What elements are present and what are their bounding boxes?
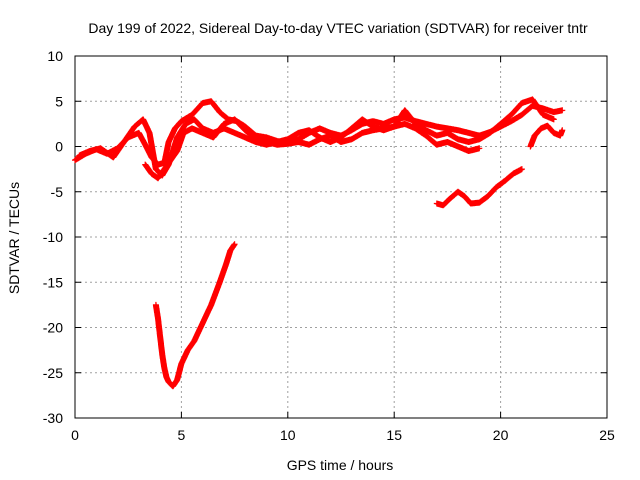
y-tick-label: 5: [55, 93, 63, 109]
series-late-segment-right: [527, 122, 566, 150]
y-tick-label: 10: [47, 48, 63, 64]
y-tick-label: -25: [43, 365, 63, 381]
y-tick-label: 0: [55, 139, 63, 155]
data-series: [72, 96, 566, 390]
x-tick-label: 0: [71, 427, 79, 443]
series-markers: [527, 122, 566, 150]
y-axis-label: SDTVAR / TECUs: [6, 182, 22, 294]
series-negative-dip: [152, 241, 238, 390]
y-tick-label: -15: [43, 274, 63, 290]
y-tick-label: -20: [43, 320, 63, 336]
x-tick-label: 10: [280, 427, 296, 443]
x-tick-label: 20: [493, 427, 509, 443]
chart-title: Day 199 of 2022, Sidereal Day-to-day VTE…: [88, 20, 588, 36]
series-late-segment-low: [433, 166, 525, 209]
x-tick-label: 5: [178, 427, 186, 443]
y-tick-label: -30: [43, 410, 63, 426]
x-tick-label: 25: [599, 427, 615, 443]
x-tick-label: 15: [386, 427, 402, 443]
y-tick-label: -5: [51, 184, 64, 200]
axis-ticks: 0 5 10 15 20 25 -30 -25 -20 -15 -10 -5 0 5 10: [43, 48, 615, 443]
series-markers: [142, 116, 483, 182]
series-main-band-c: [142, 116, 483, 182]
y-tick-label: -10: [43, 229, 63, 245]
x-axis-label: GPS time / hours: [287, 457, 394, 473]
series-markers: [433, 166, 525, 209]
grid: [75, 56, 607, 418]
series-markers: [152, 241, 238, 390]
